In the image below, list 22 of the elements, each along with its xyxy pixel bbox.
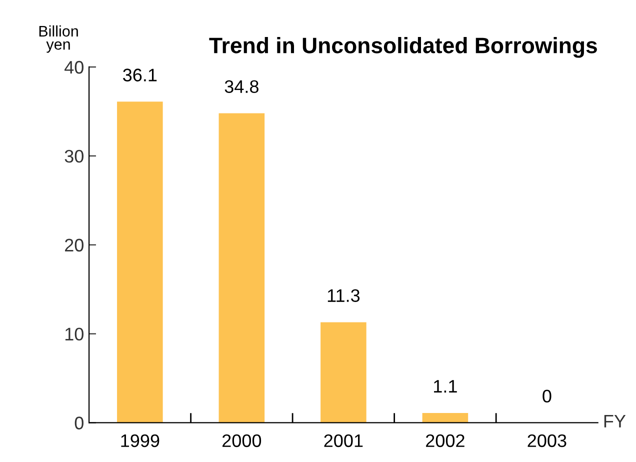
- x-tick-label: 1999: [121, 434, 160, 448]
- y-axis-title: Billion yen: [39, 25, 78, 53]
- y-tick-label: 10: [65, 328, 84, 341]
- bar: [422, 412, 468, 423]
- x-axis-title: FY: [604, 414, 626, 428]
- bar: [218, 113, 265, 423]
- data-label: 34.8: [224, 80, 258, 93]
- y-tick-label: 30: [64, 150, 84, 163]
- x-tick-label: 2000: [222, 434, 262, 448]
- x-tick-label: 2001: [324, 434, 363, 448]
- x-tick-label: 2003: [528, 434, 566, 448]
- data-label: 11.3: [328, 289, 360, 302]
- bar: [117, 102, 163, 423]
- chart-title: Trend in Unconsolidated Borrowings: [209, 36, 597, 58]
- y-tick-label: 40: [64, 60, 84, 74]
- x-tick-label: 2002: [426, 434, 464, 448]
- y-tick-label: 20: [65, 238, 84, 252]
- data-label: 36.1: [123, 68, 157, 82]
- data-label: 1.1: [434, 380, 457, 393]
- bar: [320, 322, 366, 423]
- data-label: 0: [542, 390, 552, 402]
- y-tick-label: 0: [74, 416, 84, 430]
